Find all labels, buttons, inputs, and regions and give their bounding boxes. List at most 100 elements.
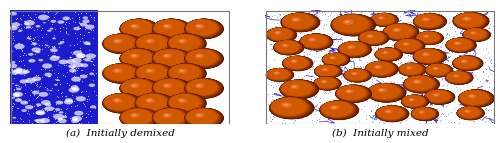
- Point: [22, 79, 30, 81]
- Point: [326, 72, 334, 75]
- Point: [44, 46, 52, 48]
- Point: [16, 26, 24, 29]
- Point: [8, 109, 16, 112]
- Circle shape: [452, 56, 482, 71]
- Point: [76, 27, 84, 30]
- Circle shape: [394, 38, 425, 54]
- Circle shape: [122, 79, 152, 95]
- Circle shape: [168, 34, 202, 52]
- Circle shape: [284, 56, 308, 69]
- Circle shape: [452, 56, 484, 71]
- Point: [307, 49, 315, 51]
- Point: [420, 63, 428, 65]
- Circle shape: [426, 90, 451, 103]
- Circle shape: [308, 38, 316, 42]
- Circle shape: [426, 90, 450, 102]
- Point: [386, 59, 394, 61]
- Circle shape: [154, 20, 185, 36]
- Circle shape: [463, 28, 490, 41]
- Circle shape: [314, 64, 342, 78]
- Circle shape: [290, 84, 300, 89]
- Circle shape: [186, 79, 219, 96]
- Point: [282, 53, 290, 55]
- Circle shape: [154, 49, 186, 66]
- Circle shape: [266, 27, 296, 42]
- Point: [312, 14, 320, 16]
- Point: [304, 86, 312, 89]
- Point: [466, 115, 473, 118]
- Point: [336, 76, 344, 79]
- Point: [70, 70, 78, 72]
- Circle shape: [332, 15, 370, 33]
- Circle shape: [464, 28, 486, 40]
- Circle shape: [121, 19, 154, 37]
- Point: [68, 100, 76, 102]
- Point: [80, 34, 88, 36]
- Point: [400, 47, 407, 49]
- Point: [286, 36, 294, 38]
- Point: [278, 24, 285, 26]
- Point: [48, 45, 56, 47]
- Point: [49, 112, 57, 115]
- Circle shape: [168, 34, 203, 52]
- Point: [416, 44, 424, 46]
- Circle shape: [414, 13, 446, 29]
- Point: [45, 69, 53, 71]
- Circle shape: [455, 57, 480, 70]
- Circle shape: [472, 32, 474, 34]
- Circle shape: [374, 48, 402, 61]
- Circle shape: [69, 69, 76, 73]
- Point: [264, 103, 272, 105]
- Circle shape: [448, 39, 474, 52]
- Circle shape: [398, 63, 425, 76]
- Circle shape: [186, 79, 218, 96]
- Point: [444, 63, 452, 66]
- Circle shape: [336, 85, 370, 102]
- Point: [471, 74, 479, 77]
- Circle shape: [120, 19, 155, 37]
- Point: [78, 80, 86, 82]
- Point: [270, 59, 278, 61]
- Circle shape: [301, 34, 328, 48]
- Point: [324, 57, 332, 59]
- Circle shape: [154, 109, 184, 125]
- Circle shape: [120, 19, 156, 38]
- Point: [324, 38, 332, 40]
- Point: [28, 105, 36, 107]
- Circle shape: [120, 19, 159, 39]
- Point: [454, 26, 462, 29]
- Point: [266, 84, 274, 86]
- Point: [316, 68, 324, 71]
- Circle shape: [272, 98, 306, 115]
- Circle shape: [104, 34, 138, 52]
- Point: [469, 73, 477, 76]
- Circle shape: [446, 71, 470, 83]
- Circle shape: [24, 23, 30, 25]
- Point: [34, 95, 42, 97]
- Circle shape: [156, 80, 188, 97]
- Point: [376, 72, 384, 74]
- Point: [282, 121, 290, 124]
- Circle shape: [171, 35, 203, 52]
- Circle shape: [154, 79, 185, 95]
- Circle shape: [446, 38, 474, 52]
- Point: [48, 56, 56, 59]
- Circle shape: [121, 49, 154, 66]
- Circle shape: [50, 90, 52, 91]
- Point: [311, 96, 319, 98]
- Circle shape: [426, 90, 451, 103]
- Point: [439, 20, 447, 22]
- Circle shape: [398, 63, 426, 77]
- Circle shape: [426, 64, 450, 76]
- Circle shape: [154, 20, 184, 36]
- Point: [314, 119, 322, 121]
- Point: [384, 115, 392, 117]
- Circle shape: [459, 90, 492, 106]
- Circle shape: [359, 31, 386, 44]
- Circle shape: [358, 31, 388, 46]
- Circle shape: [153, 19, 188, 38]
- Point: [345, 115, 353, 118]
- Point: [28, 38, 36, 41]
- Circle shape: [402, 95, 425, 106]
- Point: [379, 68, 387, 70]
